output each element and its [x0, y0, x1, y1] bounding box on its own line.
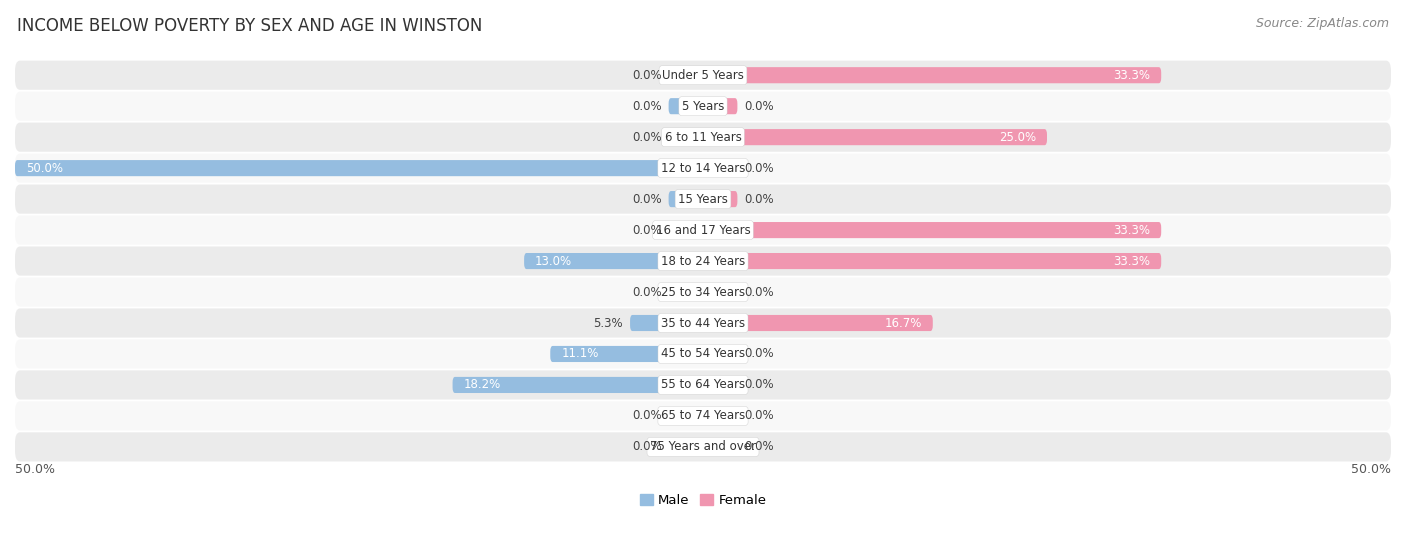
Legend: Male, Female: Male, Female: [634, 489, 772, 512]
FancyBboxPatch shape: [703, 346, 737, 362]
Text: 0.0%: 0.0%: [744, 193, 773, 206]
Text: INCOME BELOW POVERTY BY SEX AND AGE IN WINSTON: INCOME BELOW POVERTY BY SEX AND AGE IN W…: [17, 17, 482, 35]
FancyBboxPatch shape: [669, 284, 703, 300]
FancyBboxPatch shape: [703, 98, 737, 114]
FancyBboxPatch shape: [15, 309, 1391, 338]
Text: 0.0%: 0.0%: [633, 286, 662, 299]
FancyBboxPatch shape: [703, 222, 1161, 238]
Text: 50.0%: 50.0%: [1351, 463, 1391, 476]
Text: Source: ZipAtlas.com: Source: ZipAtlas.com: [1256, 17, 1389, 30]
Text: 0.0%: 0.0%: [744, 440, 773, 453]
FancyBboxPatch shape: [703, 284, 737, 300]
Text: 33.3%: 33.3%: [1114, 254, 1150, 268]
Text: 0.0%: 0.0%: [633, 100, 662, 113]
Text: 35 to 44 Years: 35 to 44 Years: [661, 316, 745, 329]
FancyBboxPatch shape: [15, 60, 1391, 90]
Text: 18.2%: 18.2%: [464, 378, 501, 391]
FancyBboxPatch shape: [15, 247, 1391, 276]
Text: 55 to 64 Years: 55 to 64 Years: [661, 378, 745, 391]
FancyBboxPatch shape: [524, 253, 703, 269]
Text: 0.0%: 0.0%: [633, 440, 662, 453]
Text: 0.0%: 0.0%: [633, 131, 662, 144]
Text: 75 Years and over: 75 Years and over: [650, 440, 756, 453]
Text: 45 to 54 Years: 45 to 54 Years: [661, 348, 745, 361]
Text: 33.3%: 33.3%: [1114, 69, 1150, 82]
FancyBboxPatch shape: [550, 346, 703, 362]
FancyBboxPatch shape: [15, 122, 1391, 151]
FancyBboxPatch shape: [15, 401, 1391, 430]
Text: 0.0%: 0.0%: [633, 193, 662, 206]
Text: 0.0%: 0.0%: [744, 409, 773, 423]
FancyBboxPatch shape: [703, 439, 737, 455]
Text: 50.0%: 50.0%: [25, 162, 63, 174]
FancyBboxPatch shape: [15, 160, 703, 176]
FancyBboxPatch shape: [15, 216, 1391, 245]
FancyBboxPatch shape: [15, 92, 1391, 121]
FancyBboxPatch shape: [669, 67, 703, 83]
Text: 18 to 24 Years: 18 to 24 Years: [661, 254, 745, 268]
FancyBboxPatch shape: [15, 432, 1391, 462]
FancyBboxPatch shape: [669, 408, 703, 424]
Text: Under 5 Years: Under 5 Years: [662, 69, 744, 82]
Text: 12 to 14 Years: 12 to 14 Years: [661, 162, 745, 174]
Text: 0.0%: 0.0%: [744, 286, 773, 299]
FancyBboxPatch shape: [669, 222, 703, 238]
FancyBboxPatch shape: [669, 439, 703, 455]
FancyBboxPatch shape: [15, 184, 1391, 214]
FancyBboxPatch shape: [15, 154, 1391, 183]
Text: 16 and 17 Years: 16 and 17 Years: [655, 224, 751, 236]
FancyBboxPatch shape: [703, 377, 737, 393]
Text: 13.0%: 13.0%: [536, 254, 572, 268]
Text: 15 Years: 15 Years: [678, 193, 728, 206]
Text: 0.0%: 0.0%: [744, 100, 773, 113]
FancyBboxPatch shape: [703, 408, 737, 424]
FancyBboxPatch shape: [669, 129, 703, 145]
Text: 0.0%: 0.0%: [633, 69, 662, 82]
Text: 0.0%: 0.0%: [744, 348, 773, 361]
Text: 25 to 34 Years: 25 to 34 Years: [661, 286, 745, 299]
Text: 16.7%: 16.7%: [884, 316, 922, 329]
FancyBboxPatch shape: [703, 315, 932, 331]
FancyBboxPatch shape: [453, 377, 703, 393]
Text: 0.0%: 0.0%: [744, 378, 773, 391]
FancyBboxPatch shape: [669, 191, 703, 207]
FancyBboxPatch shape: [703, 253, 1161, 269]
Text: 0.0%: 0.0%: [744, 162, 773, 174]
FancyBboxPatch shape: [669, 98, 703, 114]
FancyBboxPatch shape: [15, 339, 1391, 368]
FancyBboxPatch shape: [630, 315, 703, 331]
Text: 0.0%: 0.0%: [633, 409, 662, 423]
Text: 11.1%: 11.1%: [561, 348, 599, 361]
Text: 33.3%: 33.3%: [1114, 224, 1150, 236]
Text: 5.3%: 5.3%: [593, 316, 623, 329]
FancyBboxPatch shape: [15, 371, 1391, 400]
FancyBboxPatch shape: [703, 160, 737, 176]
Text: 50.0%: 50.0%: [15, 463, 55, 476]
Text: 65 to 74 Years: 65 to 74 Years: [661, 409, 745, 423]
FancyBboxPatch shape: [15, 277, 1391, 306]
FancyBboxPatch shape: [703, 129, 1047, 145]
Text: 5 Years: 5 Years: [682, 100, 724, 113]
FancyBboxPatch shape: [703, 67, 1161, 83]
Text: 0.0%: 0.0%: [633, 224, 662, 236]
Text: 6 to 11 Years: 6 to 11 Years: [665, 131, 741, 144]
FancyBboxPatch shape: [703, 191, 737, 207]
Text: 25.0%: 25.0%: [998, 131, 1036, 144]
